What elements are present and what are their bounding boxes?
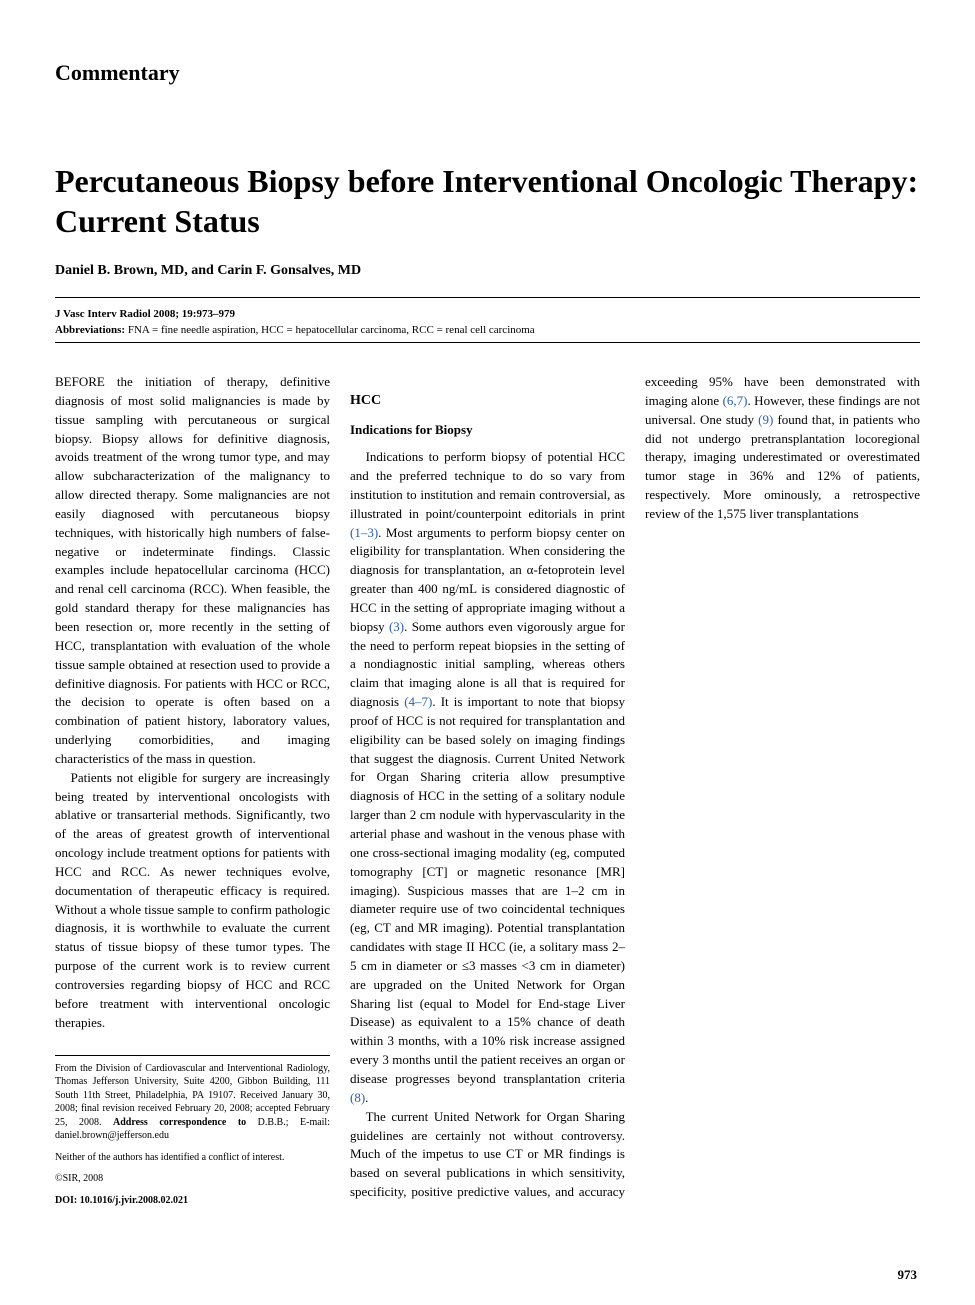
journal-citation: J Vasc Interv Radiol 2008; 19:973–979: [55, 308, 920, 320]
paragraph-3: Indications to perform biopsy of potenti…: [350, 448, 625, 1108]
p3b: . Most arguments to perform biopsy cente…: [350, 525, 625, 634]
section-heading-hcc: HCC: [350, 391, 625, 411]
authors: Daniel B. Brown, MD, and Carin F. Gonsal…: [55, 263, 920, 279]
footnote-copyright: ©SIR, 2008: [55, 1172, 330, 1186]
paragraph-1: BEFORE the initiation of therapy, defini…: [55, 373, 330, 769]
abbreviations-value: FNA = fine needle aspiration, HCC = hepa…: [128, 324, 535, 336]
p1-rest: the initiation of therapy, definitive di…: [55, 374, 330, 766]
divider-bottom: [55, 342, 920, 343]
ref-link-4-7[interactable]: (4–7): [404, 694, 432, 709]
divider-top: [55, 297, 920, 298]
article-body: BEFORE the initiation of therapy, defini…: [55, 373, 920, 1215]
footnote-address-bold: Address correspondence to: [113, 1117, 246, 1128]
footnote-coi: Neither of the authors has identified a …: [55, 1151, 330, 1165]
abbreviations: Abbreviations: FNA = fine needle aspirat…: [55, 324, 920, 336]
ref-link-6-7[interactable]: (6,7): [723, 393, 748, 408]
subsection-heading-indications: Indications for Biopsy: [350, 421, 625, 440]
ref-link-1-3[interactable]: (1–3): [350, 525, 378, 540]
ref-link-3[interactable]: (3): [389, 619, 404, 634]
p3e: .: [365, 1090, 368, 1105]
section-label: Commentary: [55, 60, 920, 86]
footnote-address: From the Division of Cardiovascular and …: [55, 1062, 330, 1143]
p3a: Indications to perform biopsy of potenti…: [350, 449, 625, 521]
p4c: found that, in patients who did not unde…: [645, 412, 920, 521]
paragraph-2: Patients not eligible for surgery are in…: [55, 769, 330, 1033]
p1-first-word: BEFORE: [55, 374, 105, 389]
page-number: 973: [898, 1267, 918, 1283]
ref-link-8[interactable]: (8): [350, 1090, 365, 1105]
abbreviations-label: Abbreviations:: [55, 324, 125, 336]
footnote-block: From the Division of Cardiovascular and …: [55, 1055, 330, 1208]
p3d: . It is important to note that biopsy pr…: [350, 694, 625, 1086]
ref-link-9[interactable]: (9): [758, 412, 773, 427]
footnote-doi: DOI: 10.1016/j.jvir.2008.02.021: [55, 1194, 330, 1208]
article-title: Percutaneous Biopsy before Interventiona…: [55, 161, 920, 241]
